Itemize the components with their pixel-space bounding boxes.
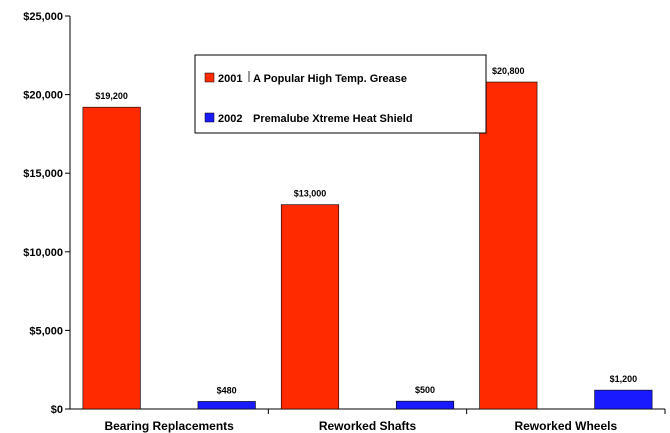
data-label: $19,200 bbox=[95, 91, 128, 101]
y-tick-label: $10,000 bbox=[23, 247, 63, 259]
legend-swatch-2001 bbox=[204, 72, 215, 83]
y-tick-label: $25,000 bbox=[23, 11, 63, 23]
data-label: $20,800 bbox=[492, 66, 525, 76]
legend: 2001 A Popular High Temp. Grease 2002 Pr… bbox=[194, 54, 487, 134]
bar-2002 bbox=[594, 389, 653, 410]
data-label: $500 bbox=[415, 385, 435, 395]
y-tick-label: $20,000 bbox=[23, 90, 63, 102]
data-label: $1,200 bbox=[610, 374, 638, 384]
legend-year-2002: 2002 bbox=[218, 113, 242, 125]
data-labels: $19,200 $13,000 $20,800 $480 $500 $1,200 bbox=[95, 66, 637, 395]
bar-2002 bbox=[395, 400, 455, 410]
data-label: $480 bbox=[217, 385, 237, 395]
y-tick-label: $0 bbox=[51, 404, 63, 416]
y-tick-label: $15,000 bbox=[23, 168, 63, 180]
legend-year-2001: 2001 bbox=[218, 73, 242, 85]
bars bbox=[82, 81, 653, 410]
y-tick-label: $5,000 bbox=[29, 325, 63, 337]
legend-desc-2001: A Popular High Temp. Grease bbox=[253, 73, 407, 85]
legend-swatch-2002 bbox=[204, 112, 215, 123]
x-category-label: Bearing Replacements bbox=[104, 419, 234, 433]
bar-2002 bbox=[197, 401, 256, 410]
legend-desc-2002: Premalube Xtreme Heat Shield bbox=[253, 113, 413, 125]
x-category-label: Reworked Wheels bbox=[514, 419, 617, 433]
axes: $0 $5,000 $10,000 $15,000 $20,000 $25,000 Bear… bbox=[23, 11, 666, 433]
data-label: $13,000 bbox=[294, 189, 327, 199]
bar-2001 bbox=[280, 204, 340, 410]
bar-2001 bbox=[82, 106, 141, 410]
x-category-label: Reworked Shafts bbox=[319, 419, 417, 433]
bar-2001 bbox=[479, 81, 538, 410]
legend-box bbox=[194, 54, 487, 134]
